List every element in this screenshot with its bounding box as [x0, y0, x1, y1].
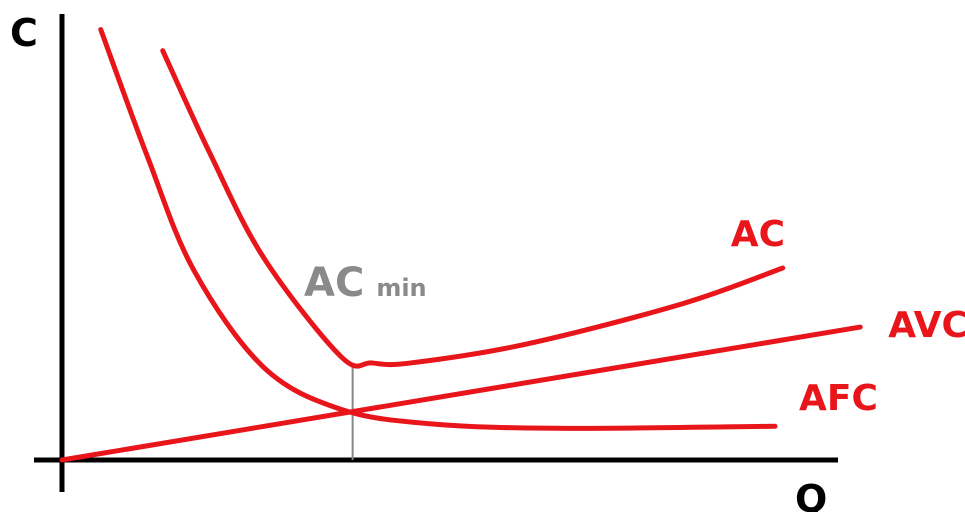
x-axis-label: Q: [795, 477, 827, 512]
ac-label: AC: [731, 214, 785, 255]
y-axis-label: C: [10, 11, 38, 55]
ac-min-label-main: AC: [304, 260, 364, 306]
axes: C Q: [10, 11, 838, 512]
ac-curve: [160, 48, 786, 369]
afc-label: AFC: [799, 378, 878, 419]
afc-curve: [98, 27, 778, 431]
ac-min-label-sub: min: [376, 274, 426, 302]
cost-curves: [59, 27, 863, 463]
avc-label: AVC: [888, 305, 965, 346]
ac-min-label: AC min: [304, 260, 427, 306]
avc-curve: [59, 324, 863, 463]
